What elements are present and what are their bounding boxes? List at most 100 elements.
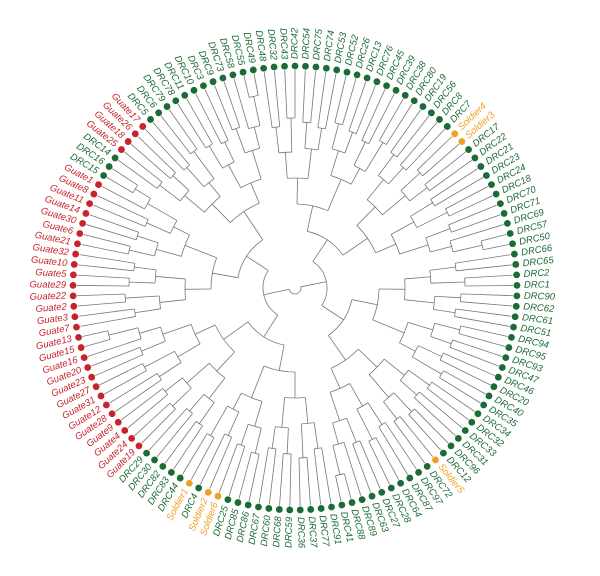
leaf-dot	[229, 71, 237, 79]
leaf-dot	[124, 138, 132, 145]
leaf-dot	[317, 505, 325, 512]
branch	[456, 264, 512, 272]
branch	[390, 109, 421, 153]
branch	[358, 348, 378, 368]
branch	[199, 402, 215, 424]
branch	[481, 234, 507, 242]
branch	[284, 70, 288, 119]
branch	[177, 343, 201, 358]
branch	[208, 377, 226, 399]
branch	[172, 387, 192, 407]
leaf-dot	[397, 479, 405, 487]
branch	[430, 281, 465, 284]
leaf-dot	[509, 240, 516, 248]
branch	[204, 89, 229, 141]
leaf-dot	[432, 456, 439, 464]
branch	[137, 235, 159, 244]
branch	[254, 401, 263, 427]
branch	[355, 85, 376, 134]
branch	[250, 182, 260, 204]
branch	[335, 475, 342, 502]
branch	[368, 440, 390, 485]
branch	[145, 129, 185, 171]
branch	[375, 437, 400, 480]
branch	[169, 109, 198, 150]
branch	[144, 350, 175, 368]
branch	[351, 299, 378, 306]
branch	[77, 274, 130, 279]
leaf-dot	[328, 503, 335, 511]
branch	[289, 453, 292, 506]
branch	[271, 426, 276, 449]
branch	[385, 103, 413, 145]
branch	[399, 244, 429, 255]
branch	[233, 78, 249, 129]
leaf-dot	[286, 506, 294, 514]
branch	[253, 96, 261, 126]
branch	[253, 126, 261, 149]
leaf-label: Guate5	[35, 267, 67, 280]
leaf-dot	[296, 506, 304, 514]
leaf-label: DRC75	[311, 28, 325, 61]
branch	[430, 335, 452, 345]
branch	[258, 447, 269, 504]
branch	[325, 73, 337, 129]
leaf-dot	[492, 190, 500, 198]
branch	[429, 266, 456, 271]
leaf-dot	[333, 66, 341, 74]
branch	[159, 184, 181, 202]
leaf-dot	[159, 462, 167, 470]
branch	[263, 72, 273, 128]
leaf-dot	[69, 292, 77, 300]
branch	[290, 118, 293, 153]
branch	[330, 150, 339, 176]
branch	[452, 244, 483, 253]
branch	[108, 327, 139, 336]
branch	[306, 205, 314, 232]
branch	[390, 221, 415, 235]
branch	[330, 368, 341, 389]
branch	[210, 405, 228, 436]
branch	[404, 276, 431, 280]
branch	[238, 452, 252, 499]
leaf-label: DRC67	[247, 512, 263, 545]
branch	[422, 143, 460, 177]
branch	[124, 151, 163, 183]
leaf-dot	[195, 484, 203, 492]
branch	[232, 392, 242, 410]
branch	[148, 408, 187, 451]
branch	[329, 392, 341, 421]
leaf-label: DRC74	[322, 30, 337, 62]
branch	[460, 325, 508, 337]
branch	[342, 78, 357, 125]
leaf-dot	[111, 154, 119, 162]
leaf-dot	[410, 97, 418, 105]
branch	[352, 443, 372, 493]
branch	[399, 342, 416, 352]
leaf-dot	[190, 86, 198, 94]
leaf-dot	[506, 230, 514, 237]
leaf-dot	[97, 392, 105, 400]
branch	[317, 72, 327, 128]
leaf-label: DRC65	[522, 255, 555, 269]
branch	[227, 411, 240, 436]
leaf-dot	[76, 230, 84, 237]
leaf-dot	[131, 130, 139, 138]
leaf-dot	[322, 64, 330, 72]
leaf-label: DRC43	[277, 28, 289, 60]
leaf-dot	[75, 333, 82, 341]
leaf-dot	[513, 292, 521, 300]
leaf-dot	[500, 210, 508, 217]
leaf-dot	[105, 163, 113, 170]
leaf-dot	[234, 499, 242, 506]
branch	[228, 446, 246, 496]
branch	[286, 427, 289, 454]
leaf-dot	[74, 240, 81, 248]
leaf-dot	[155, 109, 163, 117]
branch	[416, 212, 448, 228]
leaf-dot	[477, 163, 485, 170]
branch	[464, 274, 513, 279]
branch	[346, 417, 357, 443]
branch	[304, 122, 308, 149]
